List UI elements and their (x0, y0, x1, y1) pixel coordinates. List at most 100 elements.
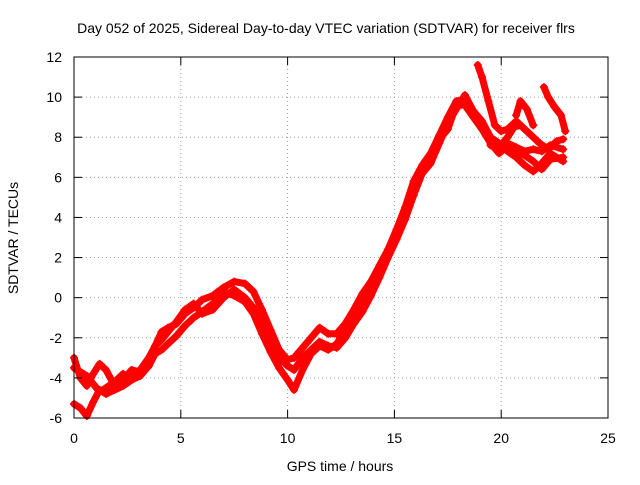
data-point (527, 131, 536, 140)
data-point (561, 127, 570, 136)
data-point (283, 361, 292, 370)
data-point (544, 93, 553, 102)
data-point (283, 375, 292, 384)
y-axis-label: SDTVAR / TECUs (5, 182, 21, 294)
grid-layer (74, 57, 608, 418)
data-point (249, 287, 258, 296)
data-point (76, 403, 85, 412)
data-point (559, 135, 568, 144)
data-point (315, 323, 324, 332)
data-point (539, 83, 548, 92)
data-point (495, 149, 504, 158)
data-point (544, 145, 553, 154)
data-point (163, 339, 172, 348)
data-point (151, 341, 160, 350)
data-point (275, 363, 284, 372)
data-point (163, 327, 172, 336)
data-point (189, 313, 198, 322)
x-tick-label: 20 (493, 430, 509, 446)
plot-frame (73, 56, 609, 419)
data-point (266, 347, 275, 356)
y-tick-label: 0 (54, 290, 62, 306)
x-tick-label: 25 (600, 430, 616, 446)
data-series (486, 121, 525, 152)
data-point (324, 329, 333, 338)
data-point (559, 145, 568, 154)
data-point (516, 121, 525, 130)
data-point (452, 101, 461, 110)
data-point (512, 111, 521, 120)
data-point (82, 381, 91, 390)
data-point (546, 155, 555, 164)
y-tick-label: -6 (50, 410, 63, 426)
data-point (157, 345, 166, 354)
data-point (110, 385, 119, 394)
data-point (535, 139, 544, 148)
x-tick-label: 10 (280, 430, 296, 446)
data-point (497, 127, 506, 136)
data-point (550, 103, 559, 112)
data-point (230, 277, 239, 286)
data-point (76, 367, 85, 376)
data-point (136, 371, 145, 380)
data-point (119, 369, 128, 378)
data-point (529, 145, 538, 154)
data-point (460, 101, 469, 110)
data-point (240, 279, 249, 288)
data-point (95, 385, 104, 394)
data-point (409, 185, 418, 194)
data-point (392, 231, 401, 240)
series-trace (70, 101, 567, 420)
data-point (290, 365, 299, 374)
data-point (497, 141, 506, 150)
data-point (332, 339, 341, 348)
data-point (181, 305, 190, 314)
data-point (522, 105, 531, 114)
data-point (298, 365, 307, 374)
y-tick-label: 4 (54, 209, 62, 225)
data-point (510, 123, 519, 132)
data-point (119, 381, 128, 390)
data-point (95, 359, 104, 368)
y-tick-label: 10 (46, 89, 62, 105)
y-tick-label: 6 (54, 169, 62, 185)
data-series (539, 83, 570, 136)
data-point (257, 305, 266, 314)
data-point (127, 375, 136, 384)
y-tick-label: 12 (46, 49, 62, 65)
y-tick-label: 2 (54, 250, 62, 266)
data-point (486, 141, 495, 150)
data-point (290, 353, 299, 362)
data-point (198, 295, 207, 304)
data-point (172, 317, 181, 326)
y-tick-label: 8 (54, 129, 62, 145)
data-point (418, 165, 427, 174)
data-point (358, 299, 367, 308)
data-point (484, 97, 493, 106)
data-point (477, 73, 486, 82)
data-point (172, 331, 181, 340)
data-point (89, 379, 98, 388)
data-point (512, 147, 521, 156)
data-point (383, 251, 392, 260)
data-point (290, 385, 299, 394)
data-point (189, 299, 198, 308)
data-point (307, 349, 316, 358)
data-point (298, 343, 307, 352)
data-point (240, 297, 249, 306)
data-point (157, 335, 166, 344)
data-point (469, 113, 478, 122)
x-tick-label: 15 (387, 430, 403, 446)
data-point (82, 411, 91, 420)
data-point (181, 321, 190, 330)
data-point (401, 211, 410, 220)
data-point (366, 281, 375, 290)
x-tick-label: 5 (177, 430, 185, 446)
x-tick-label: 0 (70, 430, 78, 446)
data-point (151, 349, 160, 358)
data-point (82, 371, 91, 380)
data-point (324, 345, 333, 354)
data-point (375, 267, 384, 276)
